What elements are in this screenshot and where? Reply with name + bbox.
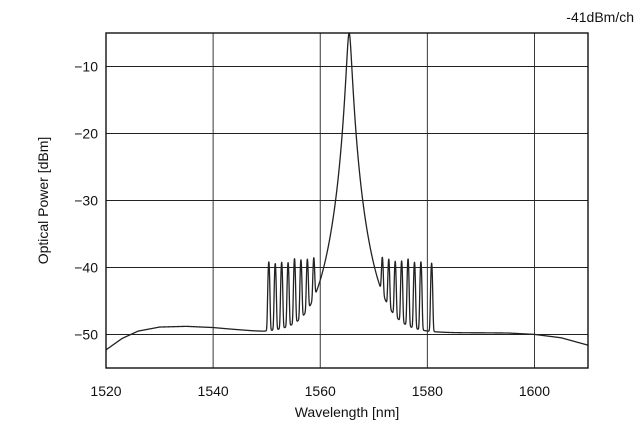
x-tick-label: 1540 — [198, 383, 229, 399]
spectrum-line — [106, 33, 588, 350]
x-tick-label: 1520 — [90, 383, 121, 399]
plot-area — [106, 33, 588, 350]
x-tick-labels: 1520 1540 1560 1580 1600 — [90, 383, 550, 399]
x-tick-label: 1560 — [305, 383, 336, 399]
grid-lines — [106, 33, 588, 368]
y-tick-label: −40 — [74, 260, 98, 276]
y-tick-label: −50 — [74, 327, 98, 343]
channel-power-annotation: -41dBm/ch — [566, 9, 634, 25]
y-tick-label: −10 — [74, 59, 98, 75]
y-tick-label: −20 — [74, 126, 98, 142]
y-tick-labels: −10 −20 −30 −40 −50 — [74, 59, 98, 343]
x-tick-label: 1600 — [519, 383, 550, 399]
y-axis-label: Optical Power [dBm] — [35, 137, 51, 265]
x-axis-label: Wavelength [nm] — [295, 404, 400, 420]
y-tick-label: −30 — [74, 193, 98, 209]
x-tick-label: 1580 — [412, 383, 443, 399]
